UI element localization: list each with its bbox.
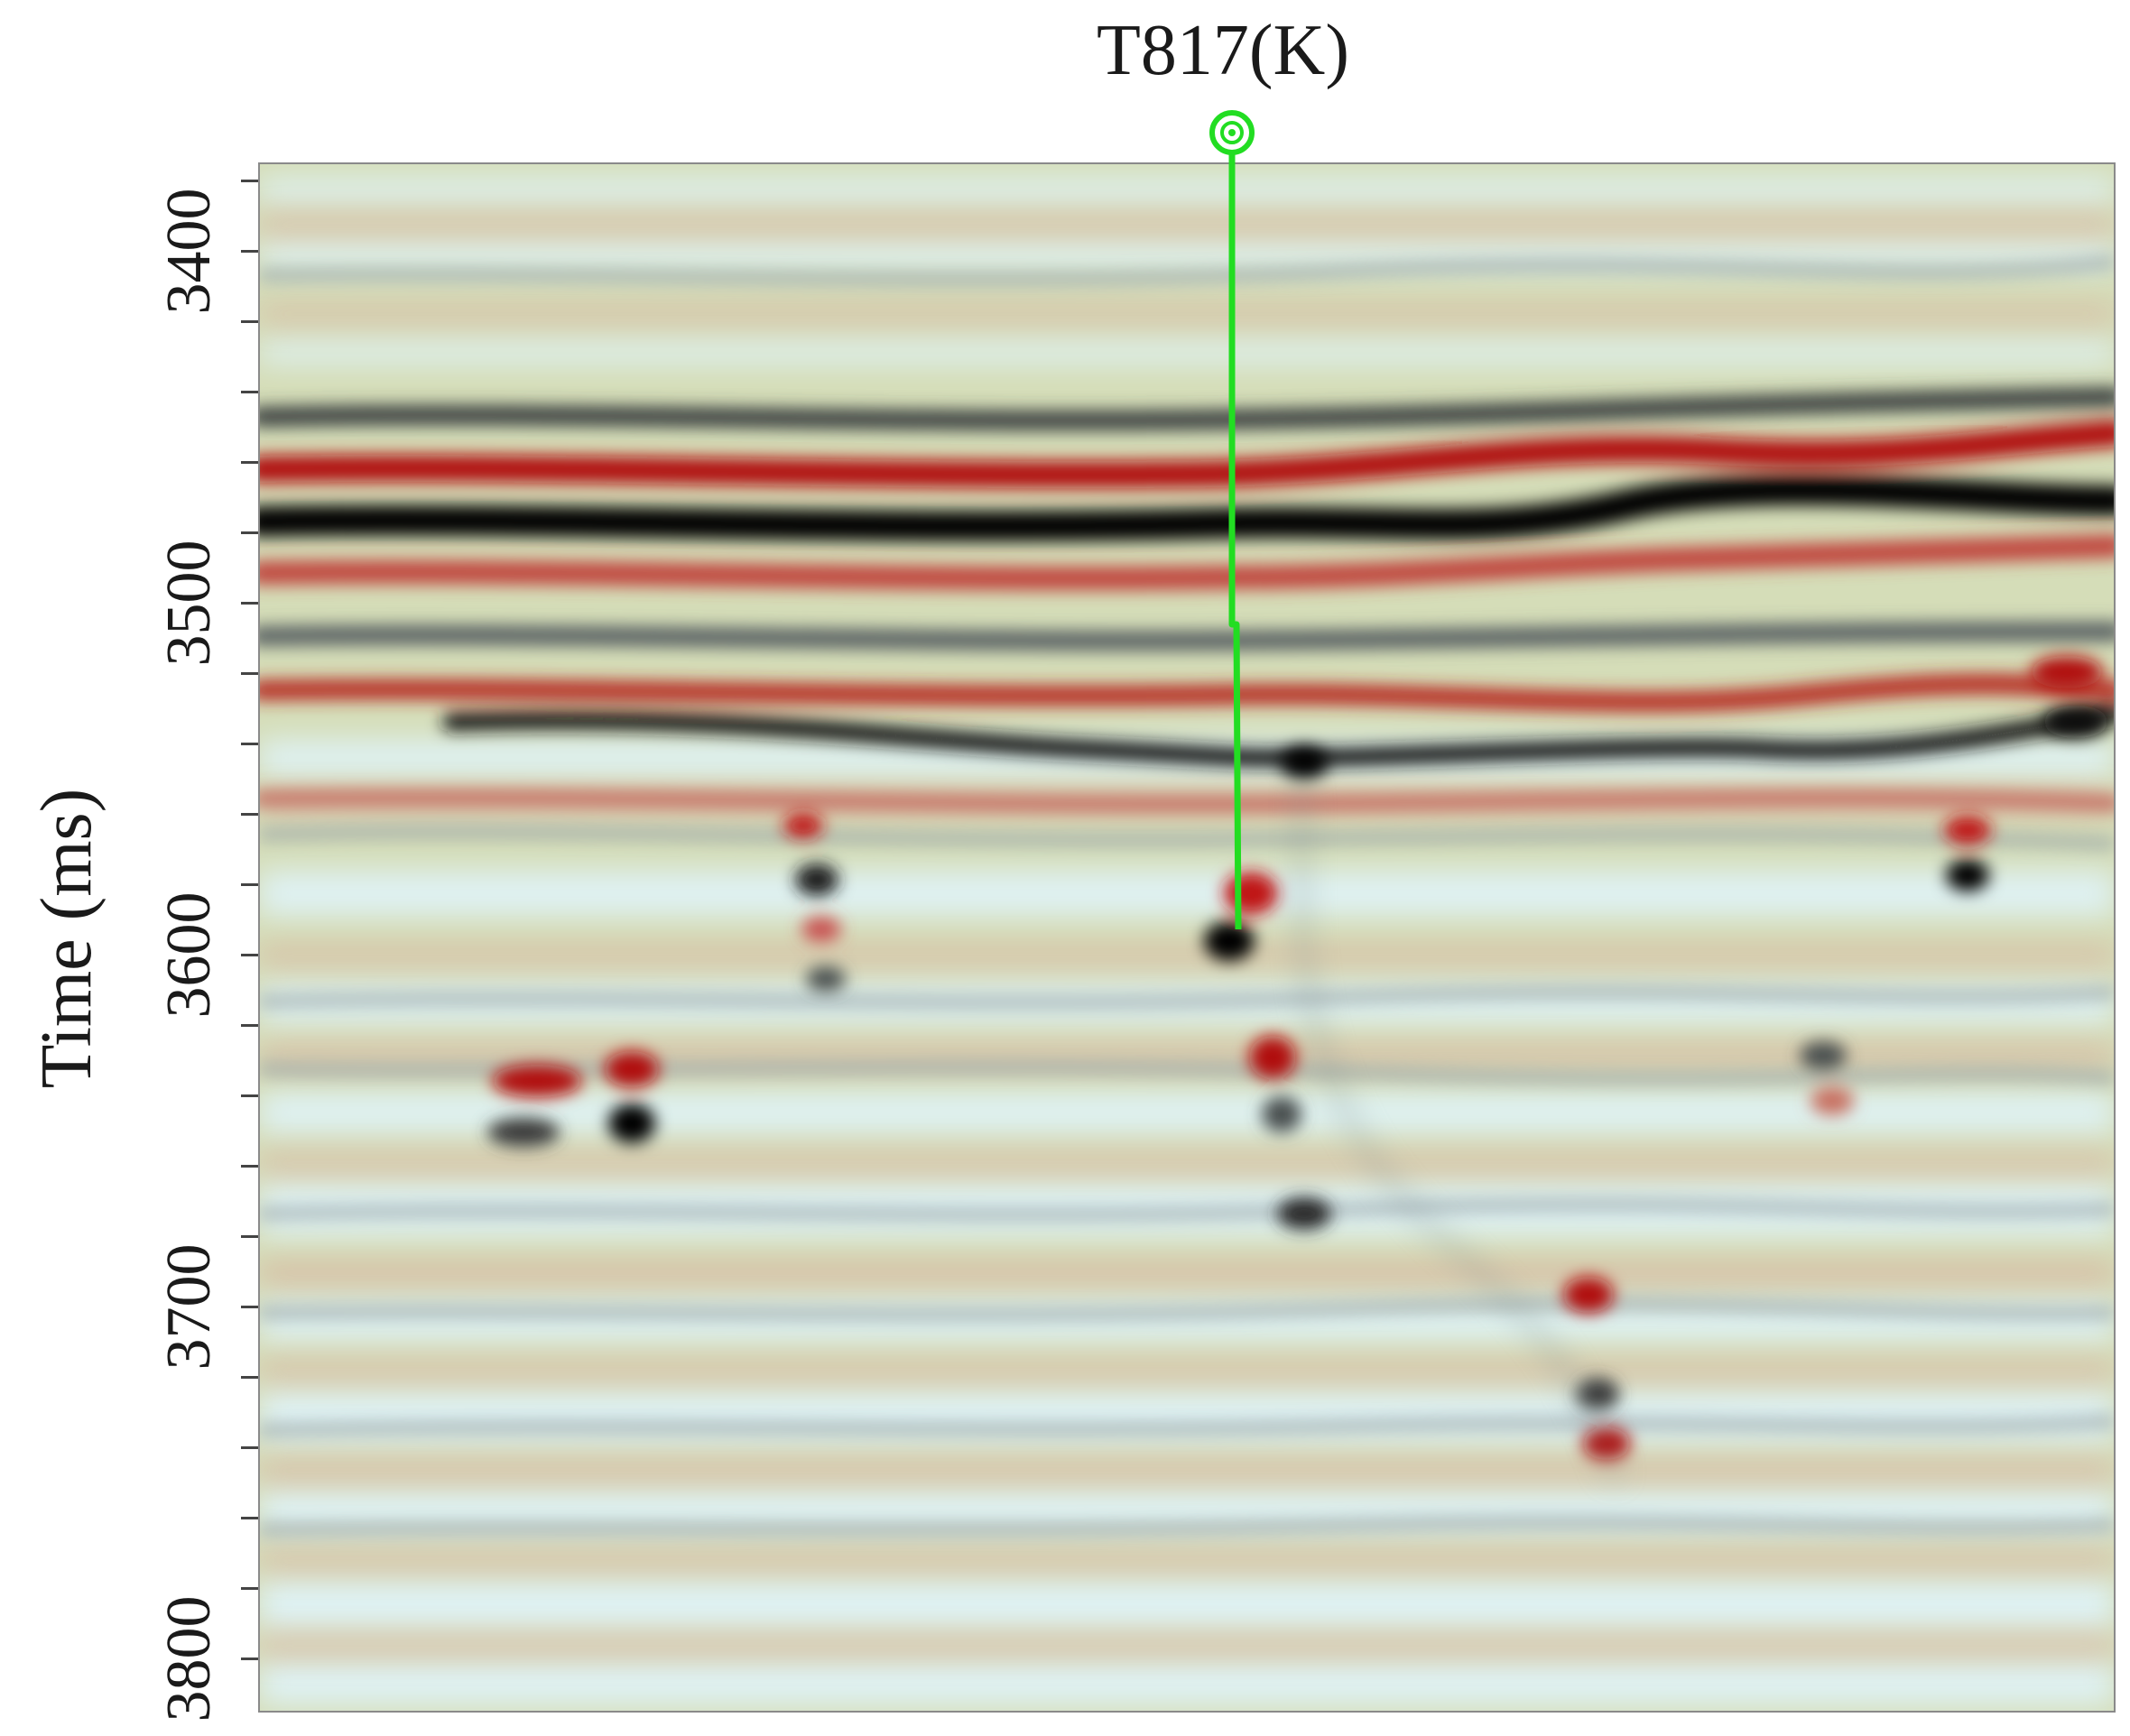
tick-label: 3500 bbox=[154, 540, 224, 667]
fault-trace bbox=[1295, 775, 1620, 1482]
tick-label: 3600 bbox=[154, 892, 224, 1019]
y-axis-label: Time (ms) bbox=[27, 789, 106, 1089]
well-trajectory bbox=[1209, 110, 1255, 930]
fault-amplitude-anomalies bbox=[487, 656, 2108, 1460]
grey-reflector-bands bbox=[259, 255, 2115, 1536]
tick-label: 3800 bbox=[154, 1596, 224, 1722]
well-head-inner-icon bbox=[1220, 121, 1244, 144]
strong-reflector-package bbox=[259, 387, 2115, 812]
pale-reflector-bands bbox=[259, 179, 2115, 1705]
section-frame bbox=[258, 162, 2116, 1713]
well-head-dot-icon bbox=[1228, 129, 1236, 136]
well-label: T817(K) bbox=[1097, 11, 1349, 90]
seismic-section-panel bbox=[259, 163, 2115, 1712]
time-axis: 3400 3500 3600 3700 3800 bbox=[154, 180, 259, 1722]
tick-label: 3700 bbox=[154, 1244, 224, 1371]
well-path bbox=[1228, 133, 1242, 930]
tick-label: 3400 bbox=[154, 189, 224, 315]
